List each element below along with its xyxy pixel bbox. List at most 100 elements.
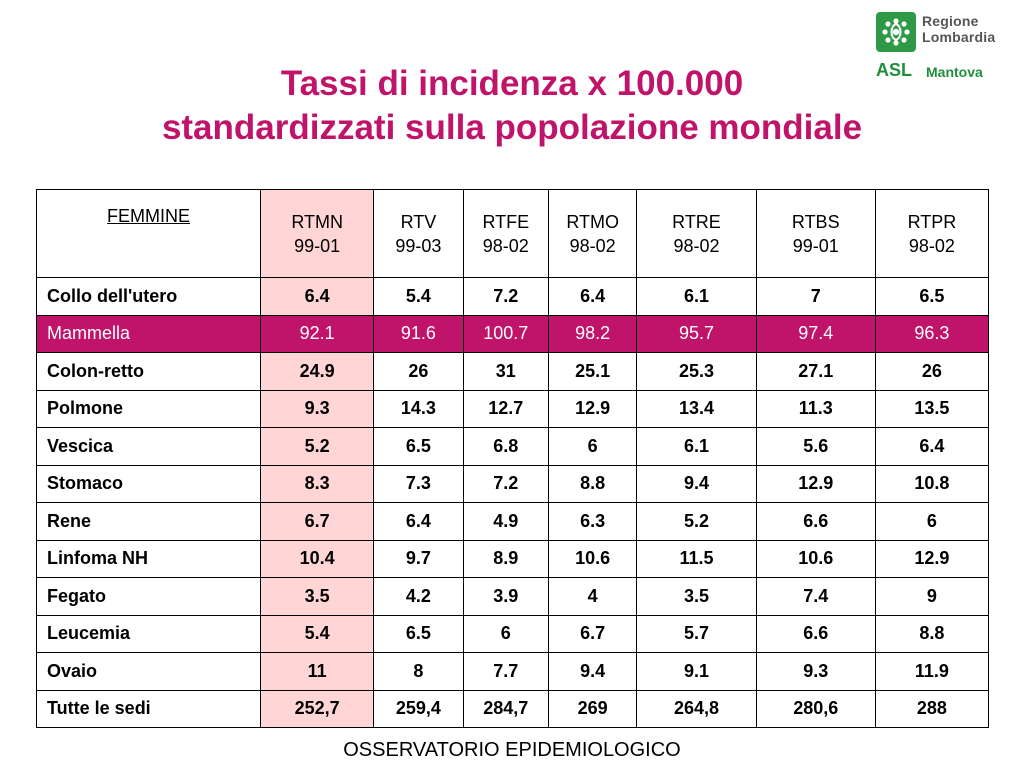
table-row: Polmone 9.3 14.3 12.7 12.9 13.4 11.3 13.5 — [35, 389, 990, 428]
header-cell: RTPR 98-02 — [874, 189, 990, 278]
table-row: Vescica 5.2 6.5 6.8 6 6.1 5.6 6.4 — [35, 427, 990, 466]
table-cell: 4 — [547, 577, 638, 616]
table-row: Tutte le sedi 252,7 259,4 284,7 269 264,8 280,… — [35, 689, 990, 728]
row-label: Vescica — [35, 427, 262, 466]
table-row: Colon-retto 24.9 26 31 25.1 25.3 27.1 26 — [35, 352, 990, 391]
table-cell: 6.3 — [547, 502, 638, 541]
table-cell: 9.1 — [636, 652, 757, 691]
table-row: Stomaco 8.3 7.3 7.2 8.8 9.4 12.9 10.8 — [35, 464, 990, 503]
table-cell: 98.2 — [547, 314, 638, 353]
table-cell: 288 — [874, 689, 990, 728]
table-cell: 7.3 — [373, 464, 464, 503]
table-cell: 92.1 — [260, 314, 375, 353]
table-cell: 6.4 — [260, 277, 375, 316]
table-cell: 7.2 — [462, 277, 549, 316]
footer-text: OSSERVATORIO EPIDEMIOLOGICO — [343, 739, 681, 761]
logo-regione-name: Regione Lombardia — [922, 13, 996, 45]
table-cell: 25.1 — [547, 352, 638, 391]
table-cell: 8.8 — [547, 464, 638, 503]
table-cell: 100.7 — [462, 314, 549, 353]
table-cell: 11.9 — [874, 652, 990, 691]
row-label: Colon-retto — [35, 352, 262, 391]
table-cell: 11.3 — [755, 389, 876, 428]
table-row: Leucemia 5.4 6.5 6 6.7 5.7 6.6 8.8 — [35, 614, 990, 653]
table-cell: 9.4 — [547, 652, 638, 691]
table-cell: 25.3 — [636, 352, 757, 391]
table-cell: 13.5 — [874, 389, 990, 428]
table-cell: 259,4 — [373, 689, 464, 728]
table-cell: 12.9 — [547, 389, 638, 428]
table-cell: 9.7 — [373, 539, 464, 578]
table-cell: 10.8 — [874, 464, 990, 503]
table-cell: 252,7 — [260, 689, 375, 728]
table-cell: 284,7 — [462, 689, 549, 728]
row-label: Stomaco — [35, 464, 262, 503]
table-cell: 10.6 — [547, 539, 638, 578]
table-cell: 269 — [547, 689, 638, 728]
table-cell: 6 — [462, 614, 549, 653]
table-cell: 6.1 — [636, 427, 757, 466]
table-cell: 5.2 — [636, 502, 757, 541]
table-row: Linfoma NH 10.4 9.7 8.9 10.6 11.5 10.6 12.9 — [35, 539, 990, 578]
table-row: Fegato 3.5 4.2 3.9 4 3.5 7.4 9 — [35, 577, 990, 616]
table-row: Rene 6.7 6.4 4.9 6.3 5.2 6.6 6 — [35, 502, 990, 541]
table-cell: 6.7 — [547, 614, 638, 653]
table-cell: 8.9 — [462, 539, 549, 578]
header-cell: RTRE 98-02 — [636, 189, 757, 278]
table-cell: 5.4 — [260, 614, 375, 653]
table-cell: 6.4 — [547, 277, 638, 316]
rosa-camuna-icon — [876, 12, 916, 52]
table-cell: 96.3 — [874, 314, 990, 353]
table-cell: 9.3 — [755, 652, 876, 691]
row-label: Rene — [35, 502, 262, 541]
table-cell: 12.7 — [462, 389, 549, 428]
table-cell: 6.7 — [260, 502, 375, 541]
header-cell: RTFE 98-02 — [462, 189, 549, 278]
incidence-table: FEMMINE RTMN 99-01 RTV 99-03 RTFE 98-02 RTM… — [35, 189, 990, 728]
table-cell: 5.6 — [755, 427, 876, 466]
table-cell: 5.2 — [260, 427, 375, 466]
row-label: Fegato — [35, 577, 262, 616]
header-cell: RTMO 98-02 — [547, 189, 638, 278]
table-cell: 8 — [373, 652, 464, 691]
row-label: Polmone — [35, 389, 262, 428]
table-cell: 3.5 — [636, 577, 757, 616]
table-cell: 95.7 — [636, 314, 757, 353]
row-label: Leucemia — [35, 614, 262, 653]
table-cell: 7 — [755, 277, 876, 316]
table-cell: 9.4 — [636, 464, 757, 503]
table-cell: 264,8 — [636, 689, 757, 728]
table-cell: 6.4 — [874, 427, 990, 466]
table-cell: 6.1 — [636, 277, 757, 316]
header-cell: RTMN 99-01 — [260, 189, 375, 278]
table-cell: 24.9 — [260, 352, 375, 391]
table-cell: 8.3 — [260, 464, 375, 503]
table-cell: 14.3 — [373, 389, 464, 428]
table-cell: 7.2 — [462, 464, 549, 503]
title-line-2: standardizzati sulla popolazione mondial… — [161, 108, 863, 147]
table-cell: 97.4 — [755, 314, 876, 353]
table-cell: 6.8 — [462, 427, 549, 466]
table-cell: 7.7 — [462, 652, 549, 691]
table-cell: 27.1 — [755, 352, 876, 391]
table-cell: 6.5 — [373, 427, 464, 466]
page-title: Tassi di incidenza x 100.000 standardizz… — [0, 62, 1024, 150]
table-row: Mammella 92.1 91.6 100.7 98.2 95.7 97.4 96.3 — [35, 314, 990, 353]
regione-lombardia-asl-logo: Regione Lombardia ASL Mantova — [874, 10, 1014, 85]
table-cell: 6.5 — [874, 277, 990, 316]
logo-asl: ASL — [876, 60, 912, 80]
table-cell: 26 — [373, 352, 464, 391]
row-label: Tutte le sedi — [35, 689, 262, 728]
table-cell: 10.6 — [755, 539, 876, 578]
table-cell: 91.6 — [373, 314, 464, 353]
row-label: Ovaio — [35, 652, 262, 691]
header-cell: RTBS 99-01 — [755, 189, 876, 278]
table-row: Collo dell'utero 6.4 5.4 7.2 6.4 6.1 7 6.5 — [35, 277, 990, 316]
table-cell: 11 — [260, 652, 375, 691]
table-cell: 7.4 — [755, 577, 876, 616]
table-cell: 5.7 — [636, 614, 757, 653]
table-cell: 6 — [547, 427, 638, 466]
table-cell: 12.9 — [874, 539, 990, 578]
table-cell: 6.6 — [755, 502, 876, 541]
header-cell: RTV 99-03 — [373, 189, 464, 278]
